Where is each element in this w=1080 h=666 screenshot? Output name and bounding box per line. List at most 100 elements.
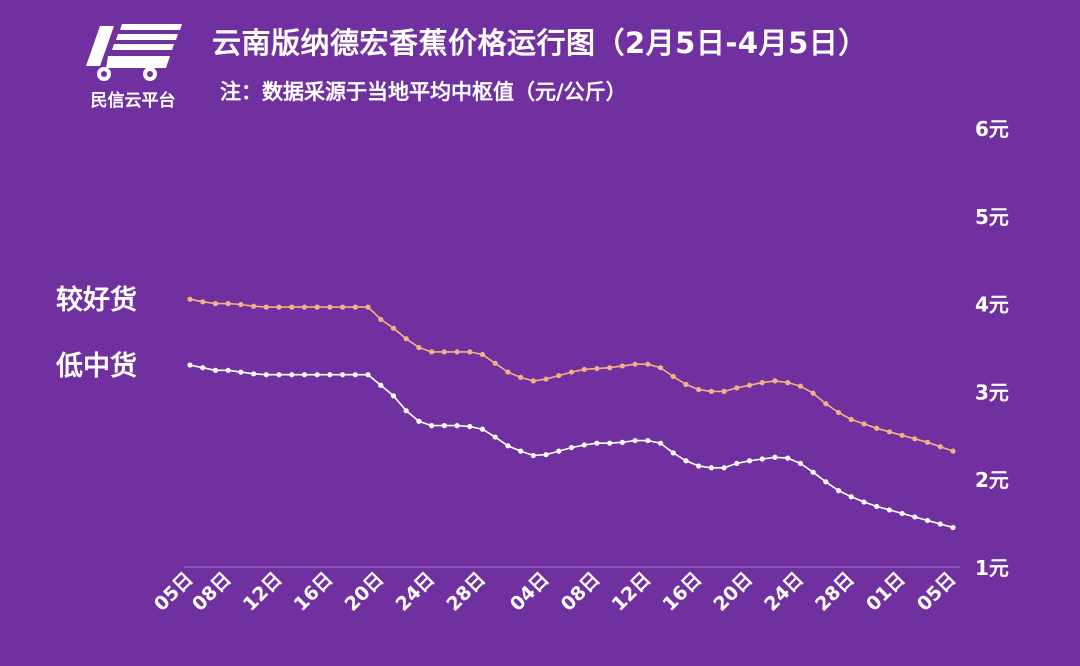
x-tick-label: 28日 — [811, 568, 859, 616]
data-point — [594, 440, 600, 446]
data-point — [886, 429, 893, 435]
data-point — [848, 494, 854, 500]
data-point — [416, 418, 422, 424]
data-point — [441, 349, 447, 355]
data-point — [429, 423, 435, 429]
data-point — [352, 372, 358, 378]
data-point — [810, 390, 816, 396]
data-point — [454, 349, 460, 355]
y-tick-label: 5元 — [975, 205, 1009, 229]
data-point — [670, 373, 676, 380]
x-tick-label: 04日 — [506, 568, 554, 616]
data-point — [632, 361, 638, 367]
data-point — [772, 454, 778, 460]
data-point — [479, 426, 486, 432]
data-point — [823, 401, 829, 407]
data-point — [797, 460, 804, 466]
chart-subtitle: 注：数据采源于当地平均中枢值（元/公斤） — [220, 80, 627, 104]
series-label-1: 低中货 — [55, 350, 137, 382]
data-point — [518, 448, 524, 454]
data-point — [441, 423, 447, 429]
data-point — [785, 380, 791, 386]
data-point — [810, 469, 816, 475]
data-point — [276, 372, 282, 378]
data-point — [301, 372, 308, 378]
data-point — [378, 316, 384, 323]
data-point — [187, 296, 193, 302]
data-point — [416, 344, 422, 351]
data-point — [479, 351, 486, 358]
data-point — [619, 439, 625, 445]
brand-logo-icon — [86, 24, 182, 81]
x-tick-label: 05日 — [913, 568, 961, 616]
data-point — [708, 465, 714, 471]
data-point — [365, 304, 371, 310]
data-point — [721, 388, 727, 394]
brand-name: 民信云平台 — [90, 91, 176, 111]
data-point — [823, 479, 829, 485]
data-point — [670, 450, 676, 456]
data-point — [200, 299, 206, 305]
data-point — [340, 372, 346, 378]
data-point — [924, 517, 931, 524]
data-point — [212, 301, 219, 307]
x-tick-label: 20日 — [341, 568, 389, 616]
data-point — [950, 448, 956, 454]
data-point — [263, 372, 269, 378]
data-point — [187, 362, 193, 368]
data-point — [263, 304, 269, 310]
data-point — [543, 376, 549, 382]
data-point — [607, 365, 613, 371]
data-point — [937, 521, 943, 527]
data-point — [505, 369, 511, 375]
data-point — [250, 303, 257, 309]
data-point — [874, 503, 880, 510]
y-tick-label: 2元 — [975, 468, 1009, 492]
x-tick-label: 20日 — [709, 568, 757, 616]
data-point — [492, 434, 498, 440]
data-point — [594, 365, 600, 372]
data-point — [238, 369, 244, 375]
data-point — [518, 374, 524, 380]
data-point — [619, 363, 625, 369]
data-point — [696, 387, 702, 393]
data-point — [657, 440, 664, 446]
data-point — [696, 463, 702, 469]
x-tick-label: 16日 — [659, 568, 707, 616]
data-point — [645, 361, 651, 367]
chart-title: 云南版纳德宏香蕉价格运行图（2月5日-4月5日） — [212, 26, 868, 60]
data-point — [632, 437, 638, 444]
x-tick-label: 24日 — [760, 568, 808, 616]
data-point — [543, 452, 549, 458]
data-point — [327, 304, 333, 310]
data-point — [225, 301, 231, 307]
data-point — [301, 304, 308, 310]
x-tick-label: 12日 — [239, 568, 287, 616]
data-point — [912, 514, 918, 520]
data-point — [734, 385, 740, 391]
data-point — [505, 443, 511, 449]
data-point — [759, 456, 765, 462]
data-point — [530, 452, 536, 459]
data-point — [238, 301, 244, 308]
data-point — [403, 336, 409, 342]
data-point — [467, 423, 473, 430]
data-point — [645, 437, 651, 444]
data-point — [835, 409, 842, 416]
x-tick-label: 08日 — [557, 568, 605, 616]
data-point — [772, 378, 778, 384]
x-tick-label: 05日 — [150, 568, 198, 616]
data-point — [314, 372, 320, 378]
data-point — [467, 349, 473, 355]
data-point — [874, 425, 880, 431]
data-point — [683, 381, 689, 387]
data-point — [365, 372, 371, 378]
data-point — [950, 524, 956, 531]
data-point — [556, 372, 562, 379]
data-point — [708, 388, 714, 394]
data-point — [657, 365, 664, 371]
data-point — [607, 440, 613, 446]
data-point — [899, 510, 905, 517]
x-tick-label: 24日 — [391, 568, 439, 616]
data-point — [454, 423, 460, 429]
